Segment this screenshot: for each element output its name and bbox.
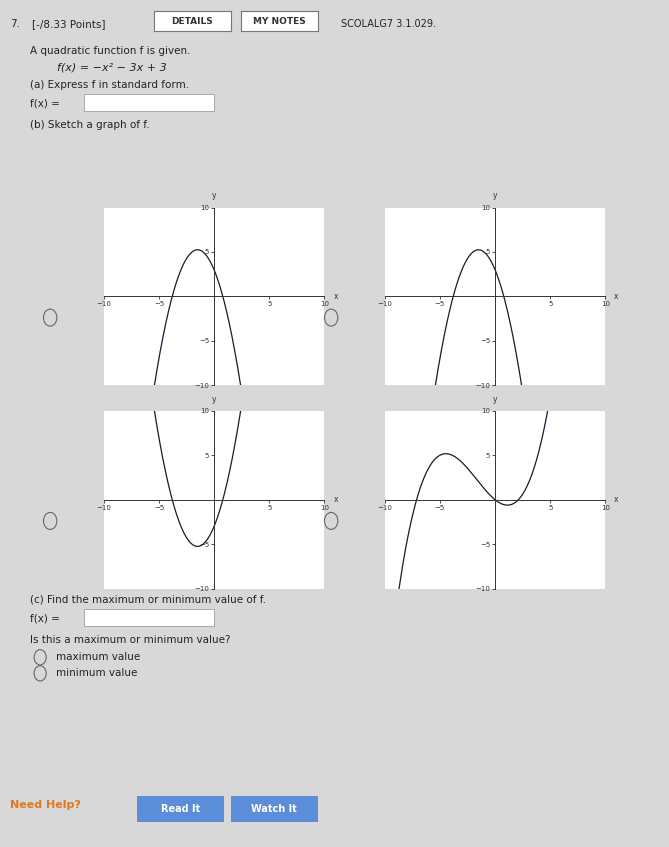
Text: Read It: Read It	[161, 804, 200, 814]
Text: DETAILS: DETAILS	[171, 17, 213, 25]
Text: Need Help?: Need Help?	[10, 800, 81, 810]
Text: y: y	[212, 191, 216, 201]
Text: Watch It: Watch It	[252, 804, 297, 814]
Text: (a) Express f in standard form.: (a) Express f in standard form.	[30, 80, 189, 90]
Text: Is this a maximum or minimum value?: Is this a maximum or minimum value?	[30, 635, 231, 645]
Text: x: x	[614, 292, 619, 301]
Text: minimum value: minimum value	[56, 668, 137, 678]
Text: y: y	[493, 191, 497, 201]
Text: (c) Find the maximum or minimum value of f.: (c) Find the maximum or minimum value of…	[30, 595, 266, 605]
Text: SCOLALG7 3.1.029.: SCOLALG7 3.1.029.	[341, 19, 436, 29]
Text: y: y	[212, 395, 216, 404]
Text: x: x	[614, 495, 619, 504]
Text: (b) Sketch a graph of f.: (b) Sketch a graph of f.	[30, 119, 150, 130]
Text: maximum value: maximum value	[56, 652, 140, 662]
Text: [-/8.33 Points]: [-/8.33 Points]	[32, 19, 106, 29]
Text: 7.: 7.	[10, 19, 20, 29]
Text: f(x) =: f(x) =	[30, 98, 60, 108]
Text: f(x) =: f(x) =	[30, 613, 60, 623]
Text: A quadratic function f is given.: A quadratic function f is given.	[30, 46, 191, 56]
Text: y: y	[493, 395, 497, 404]
Text: MY NOTES: MY NOTES	[253, 17, 306, 25]
Text: f(x) = −x² − 3x + 3: f(x) = −x² − 3x + 3	[57, 63, 167, 73]
Text: x: x	[333, 292, 338, 301]
Text: x: x	[333, 495, 338, 504]
